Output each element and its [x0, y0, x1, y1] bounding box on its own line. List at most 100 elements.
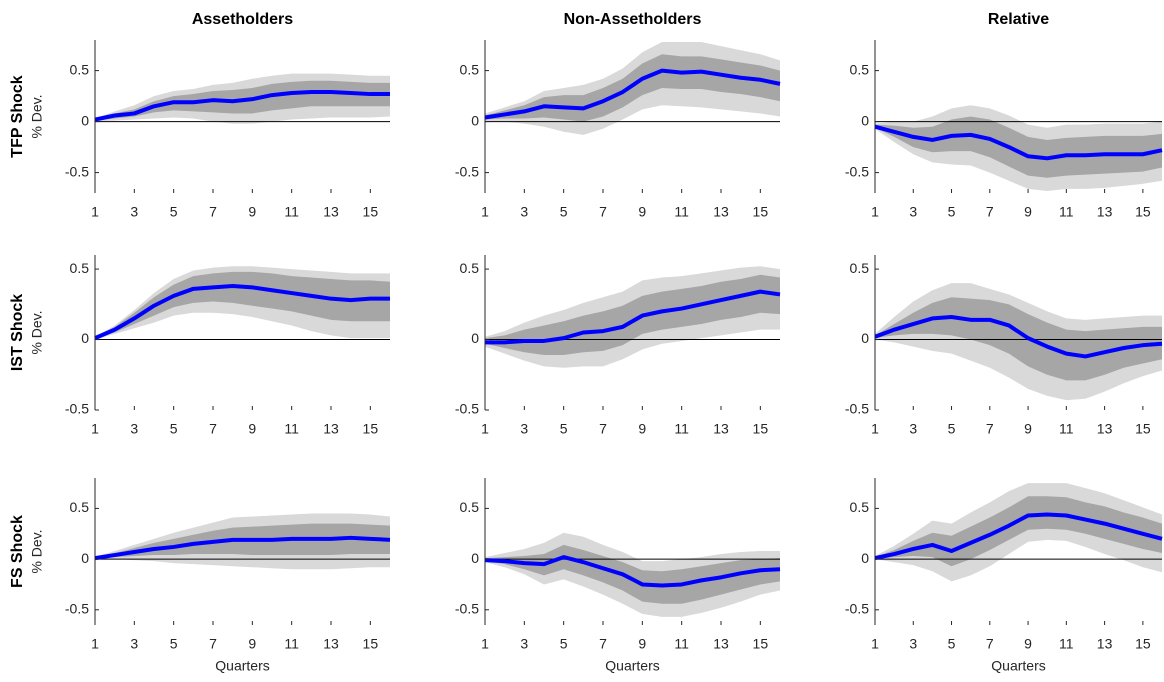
x-tick-label: 3: [909, 421, 917, 437]
line: [874, 315, 1163, 359]
x-tick-label: 5: [170, 636, 178, 652]
x-tick-label: 1: [481, 636, 489, 652]
panel-title: Non-Assetholders: [564, 11, 702, 28]
x-tick-label: 13: [713, 204, 729, 220]
x-tick-label: 3: [520, 204, 528, 220]
y-axis-label: % Dev.: [29, 529, 45, 573]
x-tick-label: 13: [323, 421, 339, 437]
x-tick-label: 13: [1097, 204, 1113, 220]
x-tick-label: 11: [1059, 421, 1074, 437]
y-tick-label: 0: [861, 550, 869, 566]
x-tick-label: 9: [638, 204, 646, 220]
panel: -0.500.51 3 5 7 9 11 13 15: [455, 255, 781, 437]
x-tick-label: 11: [674, 421, 689, 437]
x-tick-label: 5: [560, 421, 568, 437]
x-tick-label: 7: [599, 636, 607, 652]
x-tick-label: 7: [986, 421, 994, 437]
y-tick-label: 0: [471, 550, 479, 566]
x-tick-label: 5: [560, 204, 568, 220]
x-tick-label: 5: [560, 636, 568, 652]
panel: -0.500.51 3 5 7 9 11 13 15: [845, 255, 1163, 437]
line: [874, 512, 1163, 561]
confidence-band: [95, 271, 390, 339]
y-tick-label: 0.5: [70, 61, 90, 77]
y-tick-label: 0: [471, 112, 479, 128]
x-tick-label: 1: [91, 636, 99, 652]
x-tick-label: 11: [284, 204, 299, 220]
x-tick-label: 9: [248, 636, 256, 652]
x-tick-label: 7: [599, 204, 607, 220]
line: [484, 555, 781, 588]
line: [484, 68, 781, 120]
panel-title: Assetholders: [192, 11, 293, 28]
confidence-band: [485, 274, 780, 356]
y-tick-label: -0.5: [455, 163, 479, 179]
x-tick-label: 9: [638, 421, 646, 437]
x-axis-label: Quarters: [215, 658, 269, 674]
y-tick-label: -0.5: [455, 600, 479, 616]
line: [94, 90, 390, 122]
x-tick-label: 15: [1135, 204, 1151, 220]
y-tick-label: 0: [81, 330, 89, 346]
x-tick-label: 13: [713, 636, 729, 652]
x-tick-label: 3: [130, 636, 138, 652]
x-tick-label: 7: [209, 421, 217, 437]
y-axis-label: % Dev.: [29, 310, 45, 354]
y-tick-label: 0: [861, 112, 869, 128]
x-tick-label: 3: [909, 636, 917, 652]
x-tick-label: 9: [638, 636, 646, 652]
y-tick-label: 0.5: [850, 260, 870, 276]
y-tick-label: 0: [81, 550, 89, 566]
line: [874, 124, 1163, 161]
x-tick-label: 11: [674, 204, 689, 220]
y-tick-label: 0.5: [70, 260, 90, 276]
x-tick-label: 7: [209, 204, 217, 220]
row-label: FS Shock: [9, 515, 26, 588]
y-axis-label: % Dev.: [29, 94, 45, 138]
line: [94, 284, 390, 340]
x-tick-label: 5: [948, 421, 956, 437]
row-label: IST Shock: [9, 294, 26, 371]
y-tick-label: 0.5: [460, 61, 480, 77]
x-tick-label: 13: [1097, 636, 1113, 652]
x-tick-label: 5: [170, 204, 178, 220]
y-tick-label: 0.5: [850, 61, 870, 77]
x-tick-label: 9: [248, 204, 256, 220]
x-tick-label: 15: [1135, 636, 1151, 652]
x-tick-label: 13: [713, 421, 729, 437]
x-tick-label: 5: [948, 636, 956, 652]
y-tick-label: 0: [81, 112, 89, 128]
x-tick-label: 5: [948, 204, 956, 220]
line: [485, 289, 781, 345]
x-tick-label: 3: [909, 204, 917, 220]
y-tick-label: 0: [861, 330, 869, 346]
x-tick-label: 11: [674, 636, 689, 652]
y-tick-label: 0.5: [850, 499, 870, 515]
row-label: TFP Shock: [9, 75, 26, 157]
x-tick-label: 1: [91, 204, 99, 220]
x-tick-label: 15: [363, 421, 379, 437]
x-tick-label: 9: [248, 421, 256, 437]
x-axis-label: Quarters: [605, 658, 659, 674]
x-tick-label: 7: [986, 636, 994, 652]
x-tick-label: 3: [130, 421, 138, 437]
x-tick-label: 1: [91, 421, 99, 437]
x-tick-label: 11: [1059, 636, 1074, 652]
line: [94, 535, 391, 561]
y-tick-label: 0.5: [460, 260, 480, 276]
x-tick-label: 1: [481, 204, 489, 220]
y-tick-label: -0.5: [65, 401, 89, 417]
x-tick-label: 11: [284, 421, 299, 437]
x-tick-label: 15: [363, 204, 379, 220]
y-tick-label: -0.5: [845, 600, 869, 616]
y-tick-label: -0.5: [65, 600, 89, 616]
y-tick-label: 0: [471, 330, 479, 346]
confidence-band: [875, 116, 1162, 178]
x-tick-label: 11: [1059, 204, 1074, 220]
x-axis-label: Quarters: [991, 658, 1045, 674]
y-tick-label: -0.5: [65, 163, 89, 179]
